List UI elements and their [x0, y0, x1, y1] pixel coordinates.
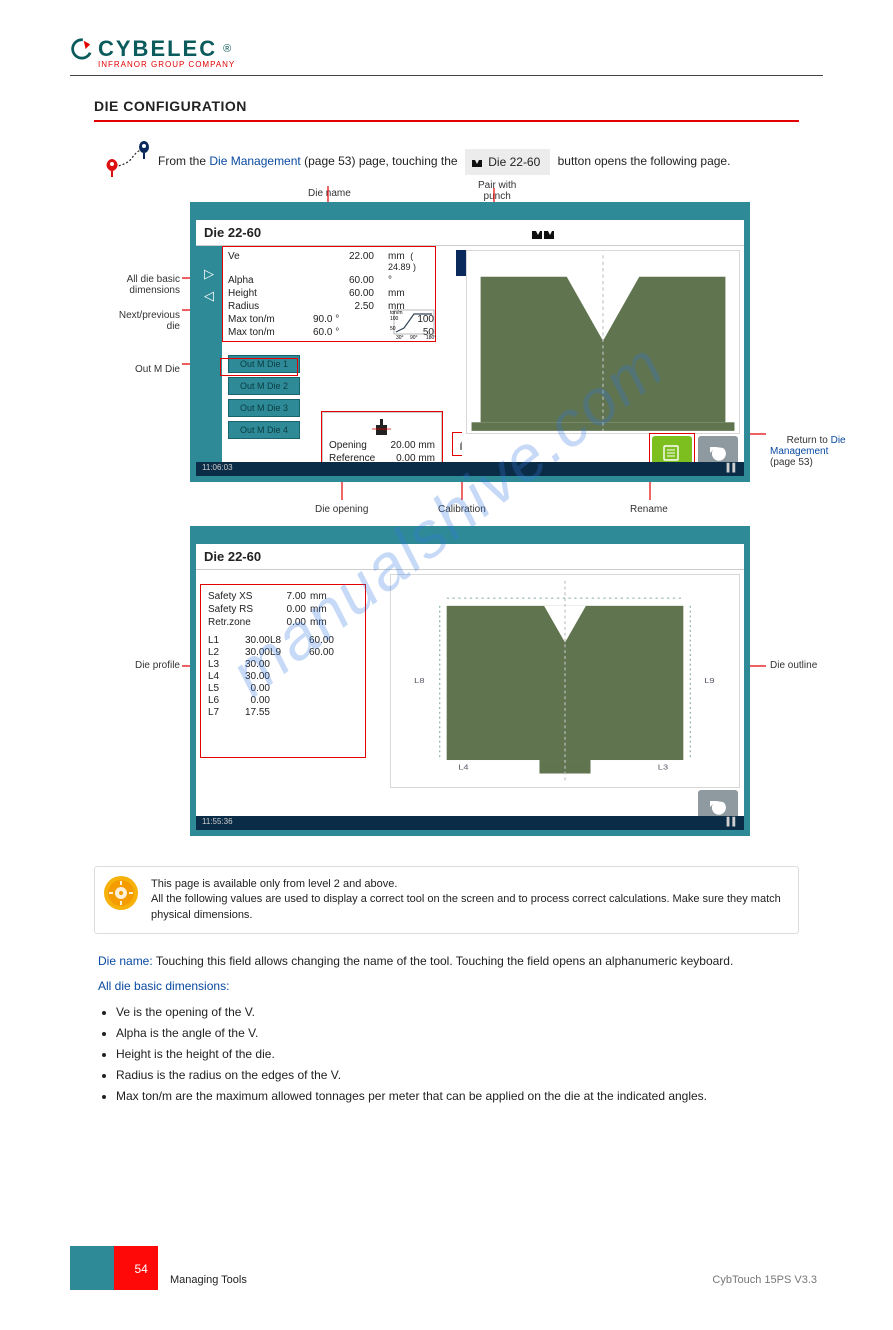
brand-reg: ® — [223, 43, 231, 55]
svg-text:90°: 90° — [410, 335, 418, 340]
out-m-die-button[interactable]: Out M Die 2 — [228, 377, 300, 395]
app-top-strip — [196, 208, 744, 220]
callout-calibration: Calibration — [438, 504, 486, 515]
page-footer: 54 Managing Tools CybTouch 15PS V3.3 — [70, 1246, 823, 1290]
back-arrow-icon — [707, 798, 729, 816]
svg-text:L8: L8 — [414, 676, 425, 685]
nav-text: button opens the following page. — [558, 154, 731, 168]
next-die-icon[interactable]: ▷ — [204, 266, 214, 282]
die-name-link[interactable]: Die name: — [98, 954, 153, 968]
all-basic-link[interactable]: All die basic dimensions: — [98, 979, 229, 993]
alert-text: This page is available only from level 2… — [151, 878, 781, 921]
gear-badge-icon — [103, 875, 139, 911]
punch-die-icon — [369, 417, 395, 437]
level-warning: This page is available only from level 2… — [94, 866, 799, 934]
die-icon — [471, 156, 483, 168]
die-outline-preview: L8 L9 L4 L3 — [390, 574, 740, 788]
route-pins-icon — [104, 140, 152, 184]
svg-text:L4: L4 — [458, 762, 469, 771]
die-chip[interactable]: Die 22-60 — [465, 149, 550, 175]
screenshot-die-profile: Die 22-60 Safety XS7.00mm Safety RS0.00m… — [190, 526, 750, 836]
tonnage-chart: ton/m 100 50 30° 90° 180° — [390, 308, 436, 340]
brand-name: CYBELEC — [98, 36, 217, 62]
back-arrow-icon — [707, 444, 729, 462]
body-text: Die name: Touching this field allows cha… — [98, 952, 795, 1106]
rename-icon — [662, 444, 682, 462]
nav-text: From the — [158, 154, 206, 168]
callout-die-opening: Die opening — [315, 504, 368, 515]
svg-text:L3: L3 — [658, 762, 669, 771]
brand-subtitle: INFRANOR GROUP COMPANY — [98, 60, 823, 69]
profile-row[interactable]: Safety XS7.00mm — [208, 590, 378, 603]
out-m-die-button[interactable]: Out M Die 4 — [228, 421, 300, 439]
callout-die-profile: Die profile — [70, 660, 180, 671]
out-m-die-button[interactable]: Out M Die 3 — [228, 399, 300, 417]
profile-row[interactable]: Safety RS0.00mm — [208, 603, 378, 616]
die-title[interactable]: Die 22-60 — [196, 544, 744, 570]
svg-text:100: 100 — [390, 316, 399, 322]
page-number: 54 — [134, 1262, 147, 1276]
nav-link[interactable]: Die Management — [209, 154, 300, 168]
footer-center: Managing Tools — [170, 1274, 247, 1286]
die-title[interactable]: Die 22-60 — [196, 220, 744, 246]
section-title: Die Configuration — [94, 98, 823, 114]
status-strip: 11:55:36▌▌ — [196, 816, 744, 830]
svg-text:50: 50 — [390, 326, 396, 332]
callout-pair-punch: Pair with punch — [478, 180, 516, 202]
brand-mark-icon — [70, 38, 92, 60]
pair-punch-icon[interactable] — [530, 225, 556, 244]
param-row[interactable]: Alpha60.00° — [228, 274, 438, 287]
nav-page-ref: (page 53) — [304, 154, 355, 168]
footer-right: CybTouch 15PS V3.3 — [712, 1274, 817, 1286]
callout-die-name: Die name — [308, 188, 351, 199]
callout-nextprev: Next/previous die — [70, 310, 180, 332]
svg-text:L9: L9 — [704, 676, 715, 685]
param-row[interactable]: Height60.00mm — [228, 287, 438, 300]
profile-row[interactable]: Retr.zone0.00mm — [208, 616, 378, 629]
svg-text:30°: 30° — [396, 335, 404, 340]
prev-next-arrows[interactable]: ▷ ◁ — [196, 246, 222, 476]
out-m-die-button[interactable]: Out M Die 1 — [228, 355, 300, 373]
callout-die-outline: Die outline — [770, 660, 817, 671]
param-row[interactable]: Ve22.00mm ( 24.89 ) — [228, 250, 438, 274]
nav-breadcrumb: From the Die Management (page 53) page, … — [104, 140, 823, 184]
die-preview — [466, 250, 740, 434]
callout-rename: Rename — [630, 504, 668, 515]
nav-text: page, touching the — [359, 154, 458, 168]
brand-header: CYBELEC ® INFRANOR GROUP COMPANY — [70, 36, 823, 76]
screenshot-die-config: Die 22-60 ▷ ◁ Ve22.00mm ( 24.89 ) — [190, 202, 750, 482]
chip-label: Die 22-60 — [488, 155, 540, 169]
prev-die-icon[interactable]: ◁ — [204, 288, 214, 304]
l-dimension-grid[interactable]: L130.00L860.00L230.00L960.00L330.00L430.… — [208, 635, 378, 718]
callout-all-basic: All die basic dimensions — [70, 274, 180, 296]
status-strip: 11:06:03▌▌ — [196, 462, 744, 476]
callout-outmdie: Out M Die — [70, 364, 180, 375]
callout-return: Return to Die Management(page 53) — [770, 424, 870, 479]
svg-text:180°: 180° — [426, 335, 436, 340]
